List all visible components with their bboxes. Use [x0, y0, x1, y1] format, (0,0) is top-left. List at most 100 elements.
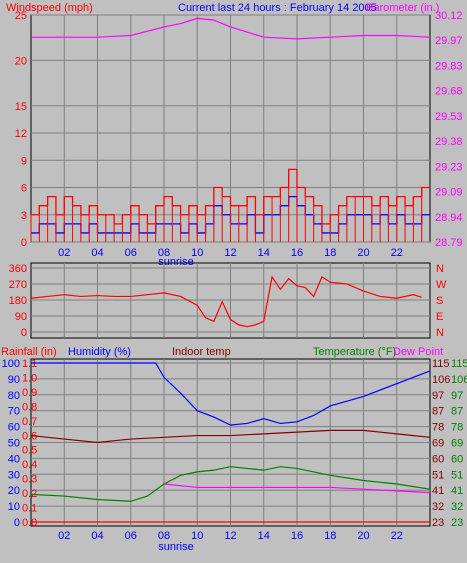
sunrise-label: sunrise [158, 541, 193, 553]
rainfall-y-tick: 0.1 [22, 503, 37, 515]
direction-y-tick: 90 [15, 311, 27, 323]
dew-point-line [163, 483, 431, 494]
x-tick-label: 14 [258, 247, 270, 259]
barometer-y-tick: 29.23 [435, 161, 463, 173]
indoor-temp-line [30, 429, 431, 444]
humidity-y-tick: 70 [8, 406, 20, 418]
direction-y-tick: 270 [9, 279, 27, 291]
wind-y-tick: 12 [15, 128, 27, 140]
direction-y-tick: 0 [21, 327, 27, 339]
humidity-y-tick: 80 [8, 390, 20, 402]
temp-y-tick-outer: 23 [451, 517, 463, 529]
wind-panel: 0 3 6 9 12 15 20 25 28.79 28.94 29.09 29.23 29.38 29.… [15, 10, 463, 268]
temp-y-tick-inner: 78 [432, 422, 444, 434]
x-tick-label: 10 [191, 530, 203, 542]
period-label: Current last 24 hours : February 14 2005 [178, 2, 377, 14]
temperature-label: Temperature (°F) [313, 346, 396, 358]
x-tick-label: 18 [324, 530, 336, 542]
rainfall-y-tick: 0.9 [22, 387, 37, 399]
temp-y-tick-inner: 106 [432, 374, 450, 386]
temp-y-tick-outer: 115 [451, 358, 467, 370]
rainfall-y-tick: 0.5 [22, 445, 37, 457]
temp-y-tick-inner: 23 [432, 517, 444, 529]
rainfall-y-tick: 0.4 [22, 459, 37, 471]
barometer-y-tick: 29.68 [435, 86, 463, 98]
compass-tick: E [436, 311, 443, 323]
barometer-y-tick: 29.09 [435, 187, 463, 199]
temp-y-tick-inner: 97 [432, 390, 444, 402]
barometer-y-tick: 30.12 [435, 10, 463, 22]
barometer-label: Barometer (in.) [366, 2, 439, 14]
x-tick-label: 10 [191, 247, 203, 259]
x-tick-label: 02 [58, 530, 70, 542]
x-tick-label: 12 [224, 530, 236, 542]
wind-y-tick: 3 [21, 210, 27, 222]
rainfall-y-tick: 0.3 [22, 474, 37, 486]
temp-y-tick-inner: 41 [432, 485, 444, 497]
temp-y-tick-outer: 87 [451, 406, 463, 418]
x-tick-label: 14 [258, 530, 270, 542]
wind-y-tick: 20 [15, 55, 27, 67]
humidity-y-tick: 40 [8, 453, 20, 465]
x-tick-label: 16 [291, 247, 303, 259]
rainfall-y-tick: 0.0 [22, 517, 37, 529]
temp-y-tick-outer: 60 [451, 453, 463, 465]
wind-direction-line [30, 275, 422, 328]
wind-y-tick: 0 [21, 237, 27, 249]
temp-y-tick-inner: 51 [432, 469, 444, 481]
barometer-y-tick: 28.79 [435, 237, 463, 249]
rainfall-y-tick: 1.0 [22, 372, 37, 384]
temp-y-tick-outer: 32 [451, 501, 463, 513]
windspeed-label: Windspeed (mph) [6, 2, 93, 14]
wind-y-tick: 25 [15, 10, 27, 22]
temp-y-tick-inner: 69 [432, 438, 444, 450]
temp-y-tick-inner: 87 [432, 406, 444, 418]
indoor-temp-label: Indoor temp [172, 346, 231, 358]
barometer-line [31, 17, 431, 40]
x-tick-label: 08 [158, 530, 170, 542]
x-tick-label: 20 [357, 530, 369, 542]
humidity-y-tick: 30 [8, 469, 20, 481]
temp-y-tick-outer: 41 [451, 485, 463, 497]
humidity-y-tick: 10 [8, 501, 20, 513]
barometer-y-tick: 29.83 [435, 60, 463, 72]
humidity-y-tick: 60 [8, 422, 20, 434]
temperature-line [30, 466, 431, 502]
temp-y-tick-inner: 60 [432, 453, 444, 465]
x-tick-label: 12 [224, 247, 236, 259]
wind-y-tick: 6 [21, 183, 27, 195]
x-tick-label: 08 [158, 247, 170, 259]
temp-y-tick-outer: 69 [451, 438, 463, 450]
compass-tick: S [436, 295, 443, 307]
temp-y-tick-outer: 78 [451, 422, 463, 434]
barometer-y-tick: 28.94 [435, 212, 463, 224]
humidity-y-tick: 90 [8, 374, 20, 386]
rainfall-y-tick: 0.7 [22, 416, 37, 428]
dew-point-label: Dew Point [393, 346, 443, 358]
humidity-label: Humidity (%) [68, 346, 131, 358]
compass-tick: W [436, 279, 447, 291]
barometer-y-tick: 29.97 [435, 35, 463, 47]
direction-y-tick: 180 [9, 295, 27, 307]
x-tick-label: 20 [357, 247, 369, 259]
x-tick-label: 06 [125, 530, 137, 542]
x-tick-label: 04 [91, 247, 103, 259]
wind-y-tick: 15 [15, 101, 27, 113]
rainfall-y-tick: 0.6 [22, 430, 37, 442]
temp-y-tick-outer: 106 [451, 374, 467, 386]
compass-tick: N [436, 327, 444, 339]
x-tick-label: 04 [91, 530, 103, 542]
rainfall-y-tick: 0.8 [22, 401, 37, 413]
humidity-y-tick: 0 [14, 517, 20, 529]
x-tick-label: 22 [391, 530, 403, 542]
humidity-y-tick: 50 [8, 438, 20, 450]
rainfall-y-tick: 0.2 [22, 488, 37, 500]
temp-y-tick-inner: 32 [432, 501, 444, 513]
x-tick-label: 16 [291, 530, 303, 542]
temp-y-tick-outer: 97 [451, 390, 463, 402]
temp-y-tick-outer: 51 [451, 469, 463, 481]
rainfall-y-tick: 1.1 [22, 358, 37, 370]
direction-y-tick: 360 [9, 263, 27, 275]
